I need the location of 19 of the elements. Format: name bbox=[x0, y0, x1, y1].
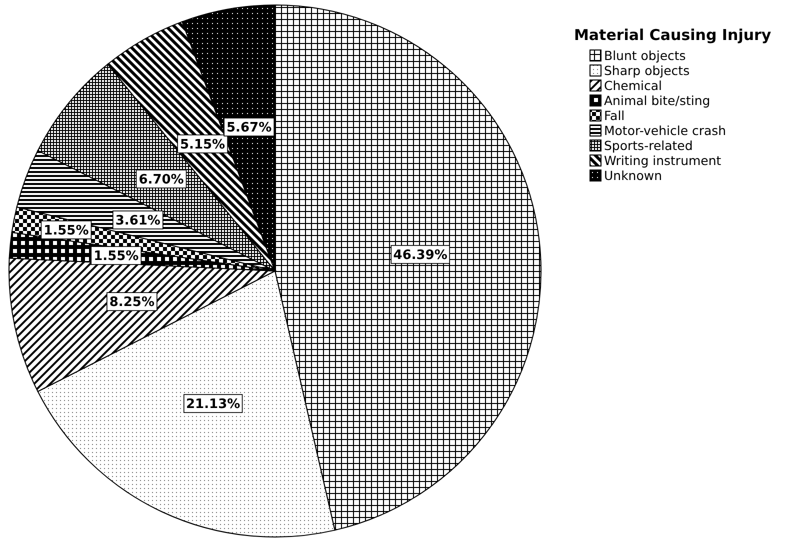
data-label: 21.13% bbox=[186, 397, 240, 412]
data-label: 46.39% bbox=[393, 248, 448, 263]
data-label: 3.61% bbox=[115, 213, 160, 228]
legend-label: Writing instrument bbox=[604, 153, 722, 168]
legend-label: Fall bbox=[604, 108, 625, 123]
legend-label: Chemical bbox=[604, 78, 662, 93]
legend-label: Unknown bbox=[604, 168, 662, 183]
data-label: 1.55% bbox=[44, 223, 89, 238]
data-label: 5.15% bbox=[180, 137, 226, 152]
data-label: 6.70% bbox=[138, 172, 184, 188]
legend-label: Animal bite/sting bbox=[604, 93, 710, 108]
data-label: 1.55% bbox=[94, 249, 139, 264]
data-label: 8.25% bbox=[109, 295, 154, 310]
legend-label: Motor-vehicle crash bbox=[604, 123, 726, 138]
legend-label: Sports-related bbox=[604, 138, 693, 153]
legend-label: Blunt objects bbox=[604, 48, 686, 63]
legend-label: Sharp objects bbox=[604, 63, 690, 78]
data-label: 5.67% bbox=[226, 120, 272, 136]
legend-title: Material Causing Injury bbox=[574, 26, 772, 44]
